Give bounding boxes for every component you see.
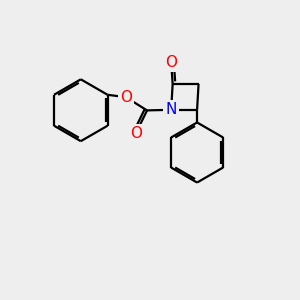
Text: O: O (130, 126, 142, 141)
Text: O: O (165, 55, 177, 70)
Text: O: O (120, 90, 132, 105)
Text: N: N (166, 102, 177, 117)
